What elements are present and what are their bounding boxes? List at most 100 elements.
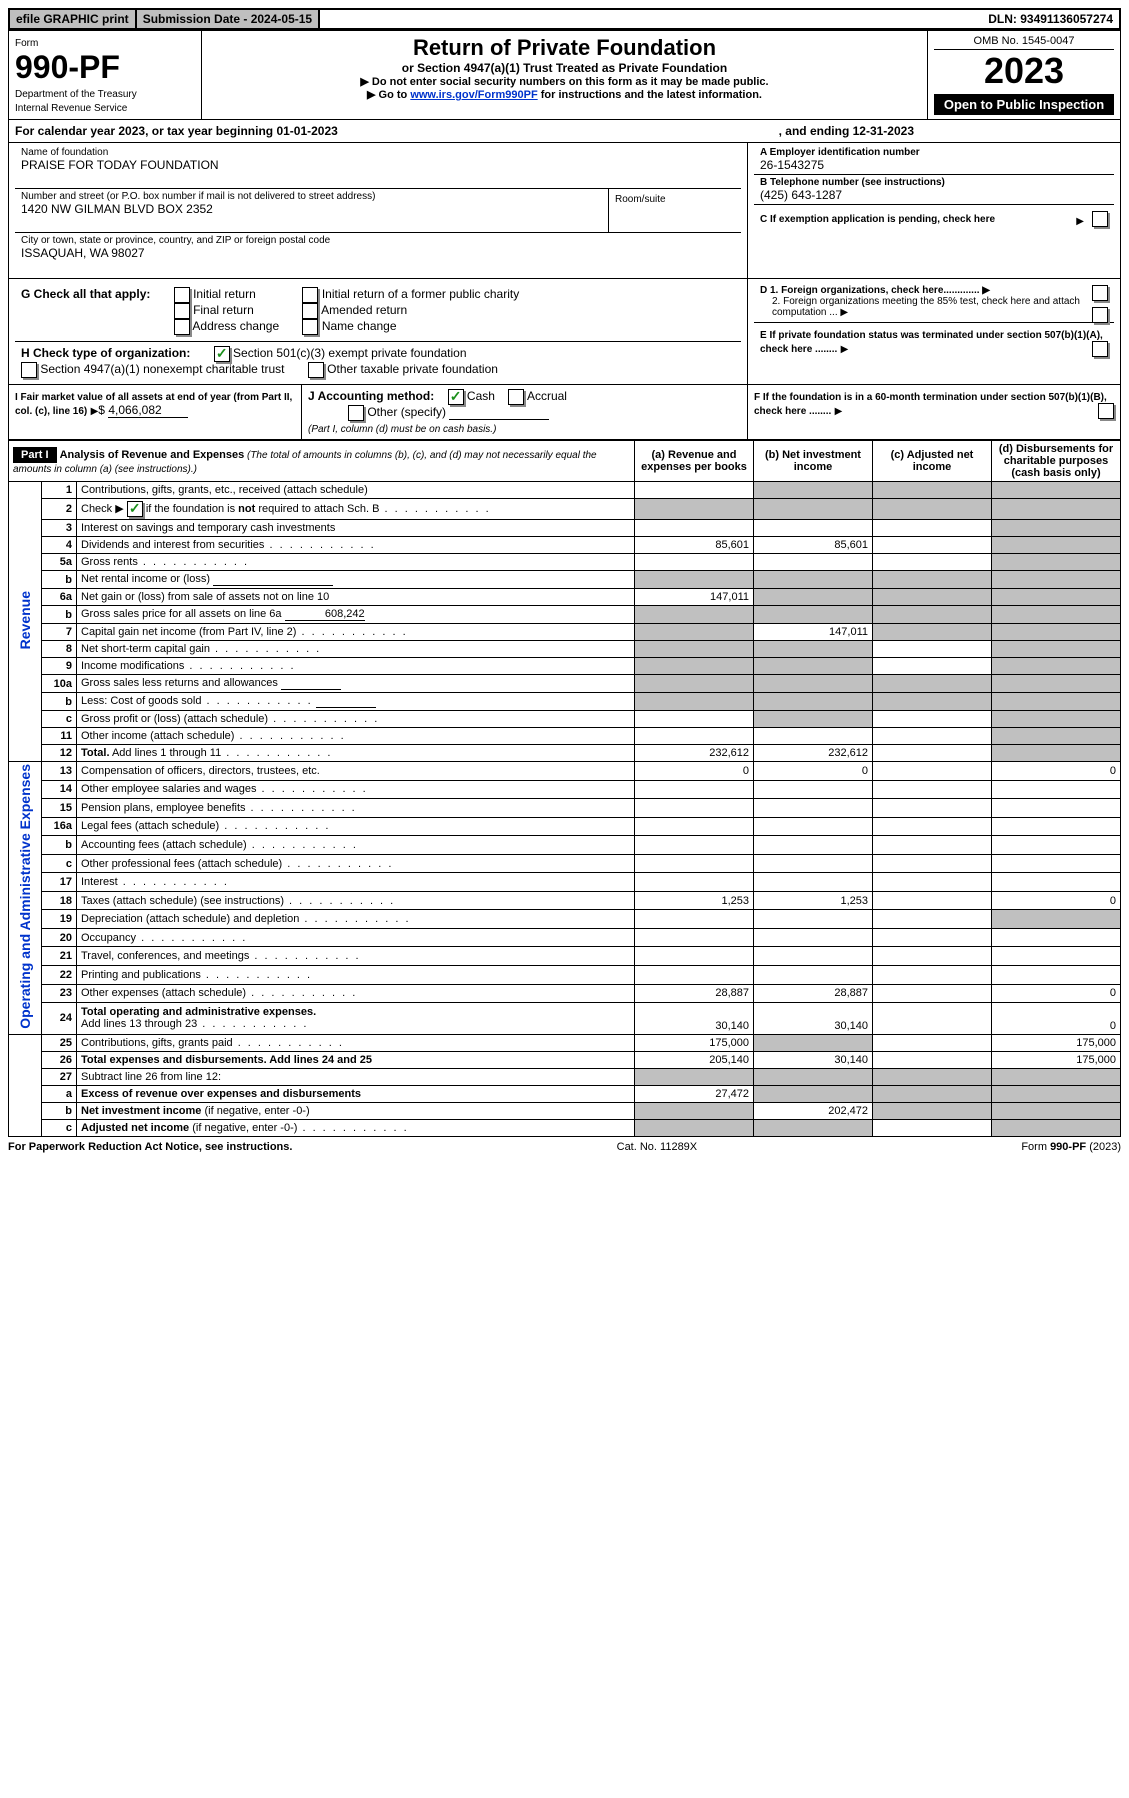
arrow-icon [840, 307, 848, 318]
line-27b: bNet investment income (if negative, ent… [9, 1102, 1121, 1119]
j-other[interactable] [348, 405, 364, 421]
j-note: (Part I, column (d) must be on cash basi… [308, 424, 496, 435]
f-checkbox[interactable] [1098, 403, 1114, 419]
line-2: 2Check ▶ if the foundation is not requir… [9, 499, 1121, 520]
form-number: 990-PF [15, 49, 120, 85]
line-21: 21Travel, conferences, and meetings [9, 947, 1121, 966]
address-label: Number and street (or P.O. box number if… [21, 191, 602, 202]
col-d: (d) Disbursements for charitable purpose… [992, 441, 1121, 482]
i-j-f-row: I Fair market value of all assets at end… [8, 385, 1121, 440]
line-27: 27Subtract line 26 from line 12: [9, 1068, 1121, 1085]
dln: DLN: 93491136057274 [982, 10, 1119, 28]
form-header: Form 990-PF Department of the Treasury I… [8, 30, 1121, 120]
part1-heading: Analysis of Revenue and Expenses [60, 449, 245, 461]
g-final-return[interactable] [174, 303, 190, 319]
line-5b: bNet rental income or (loss) [9, 571, 1121, 589]
arrow-icon [1076, 213, 1084, 227]
g-amended[interactable] [302, 303, 318, 319]
room-label: Room/suite [615, 194, 666, 205]
j-cash[interactable] [448, 389, 464, 405]
phone-label: B Telephone number (see instructions) [760, 177, 1108, 188]
j-label: J Accounting method: [308, 389, 434, 403]
g-name-change[interactable] [302, 319, 318, 335]
line-16b: bAccounting fees (attach schedule) [9, 836, 1121, 855]
topbar: efile GRAPHIC print Submission Date - 20… [8, 8, 1121, 30]
ein-label: A Employer identification number [760, 147, 1108, 158]
page-footer: For Paperwork Reduction Act Notice, see … [8, 1141, 1121, 1153]
line-10b: bLess: Cost of goods sold [9, 693, 1121, 711]
d1-label: D 1. Foreign organizations, check here..… [760, 285, 1108, 296]
e-checkbox[interactable] [1092, 341, 1108, 357]
h-label: H Check type of organization: [21, 346, 190, 360]
line-16c: cOther professional fees (attach schedul… [9, 854, 1121, 873]
line-9: 9Income modifications [9, 658, 1121, 675]
col-c: (c) Adjusted net income [873, 441, 992, 482]
line-17: 17Interest [9, 873, 1121, 892]
line-5a: 5aGross rents [9, 554, 1121, 571]
d1-checkbox[interactable] [1092, 285, 1108, 301]
j-accrual[interactable] [508, 389, 524, 405]
line-12: 12Total. Add lines 1 through 11232,61223… [9, 745, 1121, 762]
h-other-taxable[interactable] [308, 362, 324, 378]
efile-print-button[interactable]: efile GRAPHIC print [10, 10, 137, 28]
open-to-public: Open to Public Inspection [934, 94, 1114, 115]
g-address-change[interactable] [174, 319, 190, 335]
form990pf-link[interactable]: www.irs.gov/Form990PF [410, 89, 537, 101]
line-23: 23Other expenses (attach schedule)28,887… [9, 984, 1121, 1003]
line-3: 3Interest on savings and temporary cash … [9, 520, 1121, 537]
line-7: 7Capital gain net income (from Part IV, … [9, 624, 1121, 641]
g-initial-former[interactable] [302, 287, 318, 303]
line-22: 22Printing and publications [9, 966, 1121, 985]
part1-label: Part I [13, 447, 57, 463]
line-14: 14Other employee salaries and wages [9, 780, 1121, 799]
omb-number: OMB No. 1545-0047 [934, 35, 1114, 50]
address: 1420 NW GILMAN BLVD BOX 2352 [21, 202, 602, 216]
f-label: F If the foundation is in a 60-month ter… [754, 392, 1107, 417]
part1-table: Part I Analysis of Revenue and Expenses … [8, 440, 1121, 1137]
d2-checkbox[interactable] [1092, 307, 1108, 323]
footer-paperwork: For Paperwork Reduction Act Notice, see … [8, 1141, 292, 1153]
d2-label: 2. Foreign organizations meeting the 85%… [772, 296, 1108, 318]
submission-date: Submission Date - 2024-05-15 [137, 10, 320, 28]
footer-form: Form 990-PF (2023) [1021, 1141, 1121, 1153]
line-19: 19Depreciation (attach schedule) and dep… [9, 910, 1121, 929]
line-27a: aExcess of revenue over expenses and dis… [9, 1085, 1121, 1102]
col-a: (a) Revenue and expenses per books [635, 441, 754, 482]
g-initial-return[interactable] [174, 287, 190, 303]
c-label: C If exemption application is pending, c… [760, 214, 995, 225]
city-state-zip: ISSAQUAH, WA 98027 [21, 246, 735, 260]
c-checkbox[interactable] [1092, 211, 1108, 227]
col-b: (b) Net investment income [754, 441, 873, 482]
schb-checkbox[interactable] [127, 501, 143, 517]
form-word: Form [15, 38, 38, 49]
line-11: 11Other income (attach schedule) [9, 728, 1121, 745]
line-20: 20Occupancy [9, 928, 1121, 947]
line-6b: bGross sales price for all assets on lin… [9, 606, 1121, 624]
dept-treasury: Department of the Treasury [15, 89, 137, 100]
h-4947a1[interactable] [21, 362, 37, 378]
g-label: G Check all that apply: [21, 287, 150, 301]
instr-goto: ▶ Go to www.irs.gov/Form990PF for instru… [208, 88, 921, 101]
line-25: 25Contributions, gifts, grants paid175,0… [9, 1034, 1121, 1051]
line-18: 18Taxes (attach schedule) (see instructi… [9, 891, 1121, 910]
line-10a: 10aGross sales less returns and allowanc… [9, 675, 1121, 693]
line-8: 8Net short-term capital gain [9, 641, 1121, 658]
checks-block: G Check all that apply: Initial return F… [8, 279, 1121, 385]
form-subtitle: or Section 4947(a)(1) Trust Treated as P… [208, 61, 921, 75]
expenses-label: Operating and Administrative Expenses [17, 764, 33, 1029]
footer-catno: Cat. No. 11289X [617, 1141, 698, 1153]
line-27c: cAdjusted net income (if negative, enter… [9, 1119, 1121, 1136]
line-6a: 6aNet gain or (loss) from sale of assets… [9, 589, 1121, 606]
line-26: 26Total expenses and disbursements. Add … [9, 1051, 1121, 1068]
h-501c3[interactable] [214, 346, 230, 362]
line-13: Operating and Administrative Expenses13C… [9, 762, 1121, 781]
foundation-name: PRAISE FOR TODAY FOUNDATION [21, 158, 735, 172]
i-value: 4,066,082 [108, 403, 188, 418]
ein-value: 26-1543275 [760, 158, 1108, 172]
instr-ssn: ▶ Do not enter social security numbers o… [208, 75, 921, 88]
line-16a: 16aLegal fees (attach schedule) [9, 817, 1121, 836]
e-label: E If private foundation status was termi… [760, 330, 1103, 355]
form-title: Return of Private Foundation [208, 35, 921, 61]
city-label: City or town, state or province, country… [21, 235, 735, 246]
line-15: 15Pension plans, employee benefits [9, 799, 1121, 818]
